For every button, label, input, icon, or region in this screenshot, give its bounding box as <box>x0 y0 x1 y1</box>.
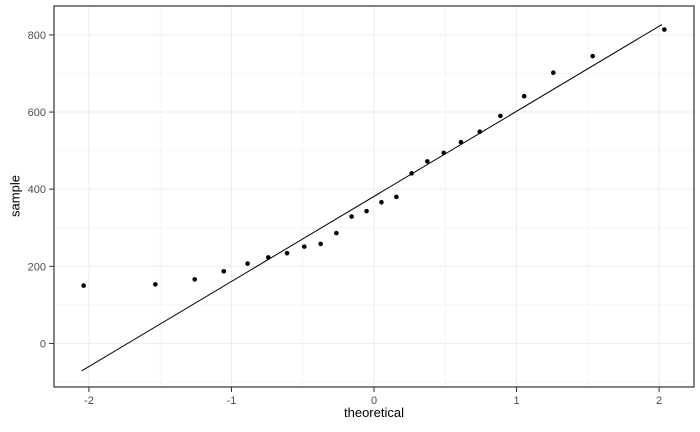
data-point <box>284 250 290 256</box>
x-axis-title: theoretical <box>344 405 404 420</box>
data-point <box>349 214 354 219</box>
x-tick-label: 0 <box>371 395 377 407</box>
data-point <box>81 283 86 288</box>
data-point <box>425 159 430 164</box>
data-point <box>662 27 667 32</box>
qq-reference-line <box>81 24 663 372</box>
data-point <box>394 194 399 200</box>
y-tick-label: 200 <box>28 261 46 273</box>
data-point <box>318 241 323 247</box>
data-point <box>477 129 483 135</box>
data-point <box>301 244 307 249</box>
y-tick-label: 800 <box>28 30 46 42</box>
y-tick-label: 400 <box>28 184 46 196</box>
data-point <box>245 261 250 266</box>
data-point <box>364 208 369 214</box>
data-point <box>192 277 197 282</box>
data-point <box>379 199 384 205</box>
data-point <box>153 282 158 287</box>
y-axis-title: sample <box>7 175 23 217</box>
data-point <box>441 150 447 156</box>
data-point <box>521 93 527 99</box>
x-tick-label: -1 <box>227 395 237 407</box>
data-point <box>458 139 464 145</box>
data-point <box>498 113 503 119</box>
data-point <box>221 269 227 274</box>
x-tick-label: 2 <box>656 395 662 407</box>
data-point <box>265 255 271 260</box>
x-tick-label: -2 <box>84 395 94 407</box>
y-tick-label: 600 <box>28 107 46 119</box>
data-point <box>334 230 339 236</box>
data-point <box>551 70 556 76</box>
data-point <box>590 53 595 59</box>
y-tick-label: 0 <box>40 338 46 350</box>
data-point <box>409 171 414 176</box>
x-tick-label: 1 <box>513 395 519 407</box>
